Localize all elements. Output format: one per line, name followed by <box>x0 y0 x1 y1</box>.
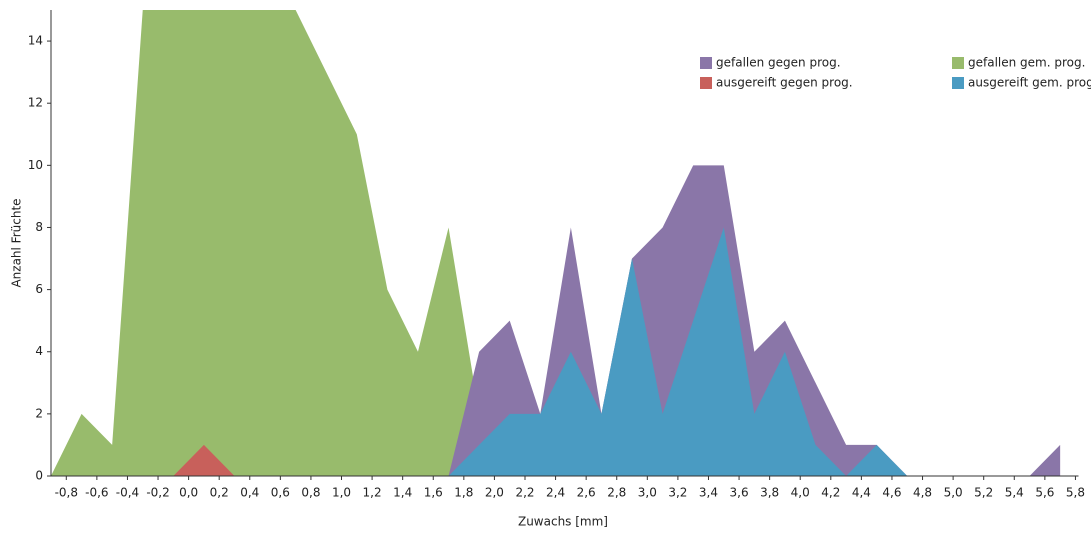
y-tick-label: 12 <box>28 96 43 110</box>
y-tick-label: 8 <box>35 220 43 234</box>
x-tick-label: -0,2 <box>146 486 169 500</box>
area <box>51 227 1061 476</box>
legend-label: ausgereift gegen prog. <box>716 76 853 90</box>
x-tick-label: 1,2 <box>363 486 382 500</box>
y-axis-title: Anzahl Früchte <box>10 198 24 287</box>
x-tick-label: 0,8 <box>301 486 320 500</box>
x-tick-label: 5,2 <box>974 486 993 500</box>
x-tick-label: 4,0 <box>791 486 810 500</box>
x-tick-label: 2,2 <box>515 486 534 500</box>
x-tick-label: 1,6 <box>424 486 443 500</box>
x-tick-label: -0,8 <box>55 486 78 500</box>
x-tick-label: -0,4 <box>116 486 139 500</box>
x-tick-label: 2,4 <box>546 486 565 500</box>
x-tick-label: 1,8 <box>454 486 473 500</box>
y-tick-label: 14 <box>28 34 43 48</box>
x-tick-label: 1,4 <box>393 486 412 500</box>
x-tick-label: 4,4 <box>852 486 871 500</box>
x-tick-label: 0,4 <box>240 486 259 500</box>
area <box>51 165 1061 477</box>
x-tick-label: 5,8 <box>1066 486 1085 500</box>
legend-swatch <box>700 57 712 69</box>
x-tick-label: 0,2 <box>210 486 229 500</box>
x-tick-label: 2,6 <box>577 486 596 500</box>
y-tick-label: 10 <box>28 158 43 172</box>
legend-label: gefallen gem. prog. <box>968 56 1085 70</box>
x-tick-label: 3,8 <box>760 486 779 500</box>
x-tick-label: 3,0 <box>638 486 657 500</box>
legend-swatch <box>700 77 712 89</box>
legend-label: gefallen gegen prog. <box>716 56 841 70</box>
x-tick-label: 3,4 <box>699 486 718 500</box>
legend-label: ausgereift gem. prog. <box>968 76 1091 90</box>
x-tick-label: 5,6 <box>1035 486 1054 500</box>
y-tick-label: 4 <box>35 344 43 358</box>
x-tick-label: 2,8 <box>607 486 626 500</box>
x-tick-label: -0,6 <box>85 486 108 500</box>
y-tick-label: 2 <box>35 406 43 420</box>
legend-swatch <box>952 57 964 69</box>
x-tick-label: 5,0 <box>944 486 963 500</box>
legend-swatch <box>952 77 964 89</box>
x-tick-label: 4,6 <box>882 486 901 500</box>
x-tick-label: 5,4 <box>1005 486 1024 500</box>
y-tick-label: 0 <box>35 469 43 483</box>
x-tick-label: 0,6 <box>271 486 290 500</box>
x-tick-label: 4,8 <box>913 486 932 500</box>
x-tick-label: 3,6 <box>730 486 749 500</box>
x-tick-label: 4,2 <box>821 486 840 500</box>
x-tick-label: 0,0 <box>179 486 198 500</box>
x-tick-label: 3,2 <box>668 486 687 500</box>
x-tick-label: 2,0 <box>485 486 504 500</box>
x-axis-title: Zuwachs [mm] <box>518 515 608 529</box>
y-tick-label: 6 <box>35 282 43 296</box>
area <box>51 10 1061 476</box>
x-tick-label: 1,0 <box>332 486 351 500</box>
